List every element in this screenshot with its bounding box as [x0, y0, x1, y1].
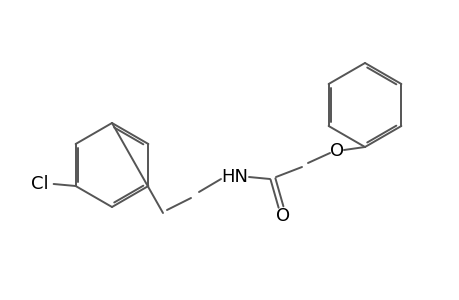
Text: O: O: [275, 207, 290, 225]
Text: Cl: Cl: [31, 175, 48, 193]
Text: HN: HN: [221, 168, 248, 186]
Text: O: O: [329, 142, 343, 160]
